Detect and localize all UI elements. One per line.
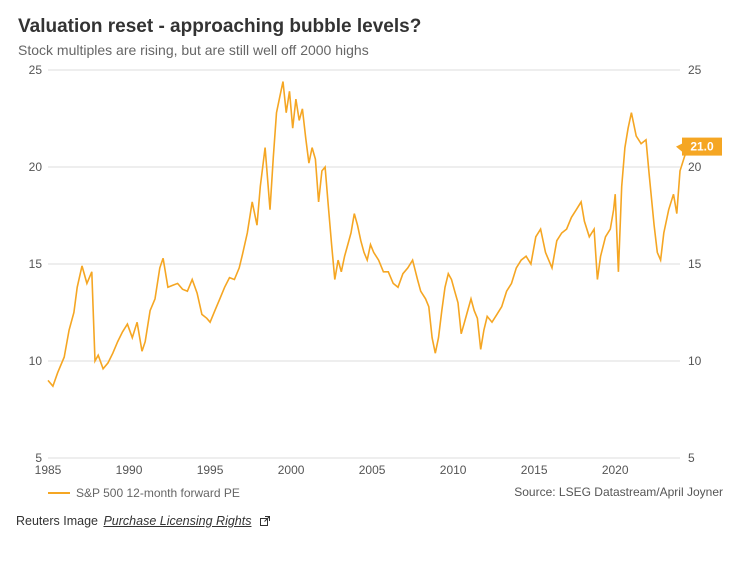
- svg-text:25: 25: [29, 64, 43, 77]
- svg-text:20: 20: [688, 160, 702, 174]
- chart-subtitle: Stock multiples are rising, but are stil…: [18, 42, 733, 58]
- svg-text:5: 5: [688, 451, 695, 465]
- chart-area: 5510101515202025251985199019952000200520…: [12, 64, 728, 482]
- svg-text:2015: 2015: [521, 463, 548, 477]
- licensing-link[interactable]: Purchase Licensing Rights: [103, 514, 251, 528]
- svg-text:2005: 2005: [359, 463, 386, 477]
- svg-text:10: 10: [29, 354, 43, 368]
- source-attribution: Source: LSEG Datastream/April Joyner: [514, 485, 723, 499]
- svg-text:1995: 1995: [197, 463, 224, 477]
- svg-text:10: 10: [688, 354, 702, 368]
- external-link-icon: [259, 515, 271, 527]
- image-caption: Reuters Image Purchase Licensing Rights: [16, 514, 733, 528]
- line-chart-svg: 5510101515202025251985199019952000200520…: [12, 64, 728, 482]
- svg-text:21.0: 21.0: [690, 140, 714, 154]
- svg-text:1990: 1990: [116, 463, 143, 477]
- chart-title: Valuation reset - approaching bubble lev…: [18, 16, 733, 38]
- svg-text:2000: 2000: [278, 463, 305, 477]
- svg-text:2010: 2010: [440, 463, 467, 477]
- svg-text:1985: 1985: [35, 463, 62, 477]
- svg-text:25: 25: [688, 64, 702, 77]
- svg-text:20: 20: [29, 160, 43, 174]
- legend-swatch: [48, 492, 70, 494]
- caption-prefix: Reuters Image: [16, 514, 98, 528]
- svg-text:15: 15: [688, 257, 702, 271]
- legend-label: S&P 500 12-month forward PE: [76, 486, 240, 500]
- svg-text:2020: 2020: [602, 463, 629, 477]
- svg-text:15: 15: [29, 257, 43, 271]
